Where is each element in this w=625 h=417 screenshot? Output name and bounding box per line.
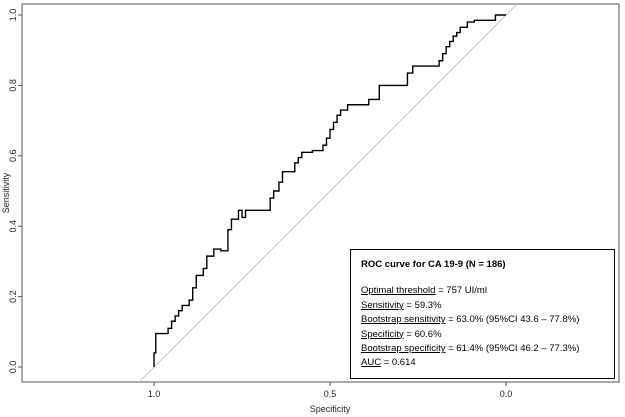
legend-line-label-2: Bootstrap sensitivity bbox=[361, 314, 446, 326]
legend-line-value-5: = 0.614 bbox=[381, 357, 416, 369]
legend-line-4: Bootstrap specificity = 61.4% (95%CI 46.… bbox=[361, 342, 614, 356]
y-axis-label: Sensitivity bbox=[1, 172, 11, 213]
legend-line-5: AUC = 0.614 bbox=[361, 356, 614, 370]
y-tick-label-0: 0.0 bbox=[8, 361, 18, 374]
legend-line-value-3: = 60.6% bbox=[403, 328, 442, 340]
legend-line-label-1: Sensitivity bbox=[361, 299, 404, 311]
legend-line-value-1: = 59.3% bbox=[403, 299, 442, 311]
legend-line-label-5: AUC bbox=[361, 357, 382, 369]
y-axis: 0.0 0.2 0.4 0.6 0.8 1.0 bbox=[8, 9, 22, 374]
legend-line-value-2: = 63.0% (95%CI 43.6 – 77.8%) bbox=[445, 314, 580, 326]
plot-frame bbox=[21, 3, 620, 383]
legend-line-value-0: = 757 UI/ml bbox=[435, 285, 487, 297]
legend-line-label-4: Bootstrap specificity bbox=[361, 343, 446, 355]
roc-curve-line bbox=[153, 14, 506, 367]
legend-line-1: Sensitivity = 59.3% bbox=[361, 299, 614, 313]
x-axis-label: Specificity bbox=[310, 404, 351, 414]
x-tick-label-2: 0.0 bbox=[500, 389, 513, 399]
legend-title: ROC curve for CA 19-9 (N = 186) bbox=[361, 259, 506, 270]
y-tick-label-1: 0.2 bbox=[8, 290, 18, 303]
legend-line-3: Specificity = 60.6% bbox=[361, 328, 614, 342]
x-tick-label-1: 0.5 bbox=[324, 389, 337, 399]
x-tick-label-0: 1.0 bbox=[148, 389, 161, 399]
diagonal-reference-line bbox=[138, 3, 518, 383]
legend-line-0: Optimal threshold = 757 UI/ml bbox=[361, 284, 614, 298]
legend-line-label-0: Optimal threshold bbox=[361, 285, 436, 297]
legend-box: ROC curve for CA 19-9 (N = 186) Optimal … bbox=[350, 249, 615, 379]
y-tick-label-2: 0.4 bbox=[8, 220, 18, 233]
legend-line-2: Bootstrap sensitivity = 63.0% (95%CI 43.… bbox=[361, 313, 614, 327]
legend-line-value-4: = 61.4% (95%CI 46.2 – 77.3%) bbox=[445, 343, 580, 355]
legend-line-label-3: Specificity bbox=[361, 328, 404, 340]
y-tick-label-5: 1.0 bbox=[8, 9, 18, 22]
y-tick-label-3: 0.6 bbox=[8, 150, 18, 163]
legend-lines: Optimal threshold = 757 UI/ml Sensitivity… bbox=[361, 284, 614, 370]
x-axis: 1.0 0.5 0.0 bbox=[148, 382, 513, 399]
y-tick-label-4: 0.8 bbox=[8, 79, 18, 92]
